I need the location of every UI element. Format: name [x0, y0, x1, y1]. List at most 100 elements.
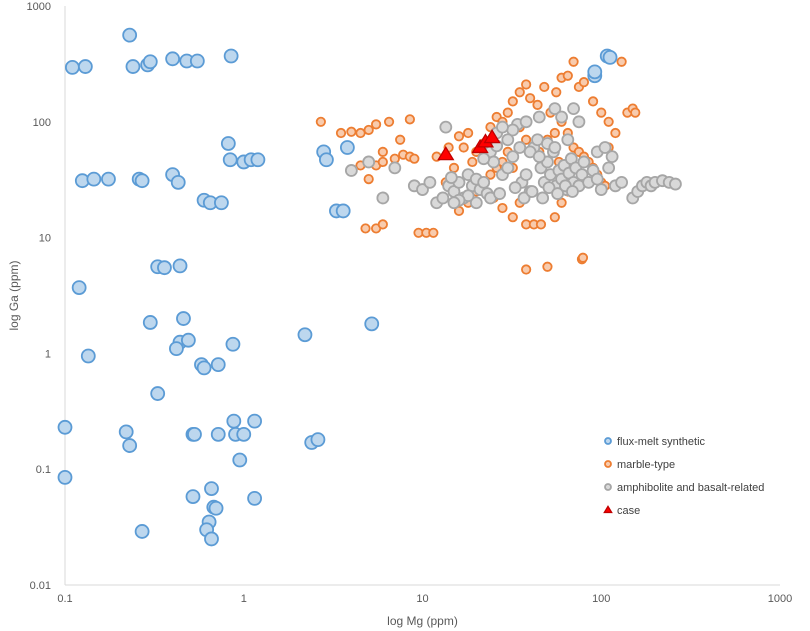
data-point: [630, 107, 641, 118]
data-point: [196, 360, 212, 376]
data-point: [225, 336, 241, 352]
x-tick-label: 1: [241, 593, 247, 605]
data-point: [458, 142, 469, 153]
data-point: [542, 261, 553, 272]
data-point: [383, 116, 395, 127]
series-0: [57, 27, 618, 547]
data-point: [363, 174, 374, 185]
data-point: [214, 195, 229, 211]
legend-label: amphibolite and basalt-related: [617, 482, 764, 494]
data-point: [150, 386, 166, 401]
data-point: [335, 127, 347, 139]
data-point: [603, 116, 614, 127]
data-point: [605, 150, 619, 164]
data-point: [551, 187, 565, 200]
data-point: [577, 155, 591, 169]
data-point: [555, 110, 568, 124]
data-point: [360, 223, 371, 234]
data-point: [439, 120, 453, 134]
data-point: [370, 119, 382, 130]
data-point: [536, 191, 550, 205]
x-tick-labels: 0.1 1 10 100 1000: [57, 593, 792, 605]
data-point: [250, 152, 266, 168]
data-point: [514, 87, 525, 98]
data-point: [377, 219, 388, 230]
data-point: [519, 168, 533, 181]
data-point: [578, 77, 590, 88]
data-point: [610, 127, 621, 139]
data-point: [587, 64, 603, 80]
data-point: [226, 413, 242, 429]
data-point: [513, 141, 527, 154]
data-point: [189, 53, 205, 69]
data-point: [157, 260, 172, 276]
data-point: [210, 357, 226, 373]
legend: flux-melt synthetic marble-type amphibolit…: [603, 436, 764, 517]
data-point: [86, 171, 102, 187]
data-point: [344, 164, 358, 177]
legend-label: flux-melt synthetic: [617, 436, 706, 448]
data-point: [376, 191, 390, 205]
y-tick-label: 10: [39, 233, 51, 245]
data-point: [315, 116, 326, 127]
data-point: [428, 227, 439, 238]
x-tick-label: 0.1: [57, 593, 72, 605]
legend-label: marble-type: [617, 459, 675, 471]
y-tick-labels: 0.01 0.1 1 10 100 1000: [27, 1, 51, 592]
data-point: [436, 191, 450, 205]
data-point: [551, 87, 562, 98]
data-point: [187, 426, 202, 442]
data-point: [125, 59, 141, 74]
data-point: [80, 348, 96, 364]
data-point: [437, 146, 455, 161]
data-point: [395, 134, 406, 145]
data-point: [220, 136, 236, 151]
data-point: [502, 107, 513, 118]
data-point: [535, 219, 547, 230]
data-point: [77, 59, 93, 74]
data-point: [339, 140, 355, 155]
data-point: [142, 54, 158, 70]
data-point: [477, 175, 491, 189]
data-point: [508, 181, 522, 195]
data-point: [180, 332, 196, 348]
data-point: [572, 115, 586, 129]
data-point: [355, 127, 366, 139]
legend-marker: [604, 437, 612, 445]
data-point: [496, 120, 509, 134]
data-point: [409, 153, 420, 164]
y-tick-label: 1: [45, 348, 51, 360]
data-point: [232, 452, 248, 468]
data-point: [532, 150, 546, 164]
data-point: [539, 81, 550, 93]
data-point: [519, 115, 533, 129]
data-point: [590, 172, 604, 186]
x-tick-label: 1000: [768, 593, 792, 605]
data-point: [483, 128, 501, 144]
data-point: [377, 146, 388, 157]
data-point: [377, 156, 388, 168]
data-point: [506, 150, 520, 164]
data-point: [134, 524, 150, 539]
data-point: [615, 175, 629, 189]
data-point: [485, 169, 496, 180]
data-point: [448, 162, 460, 173]
data-point: [297, 327, 313, 343]
data-point: [122, 438, 138, 453]
data-point: [493, 187, 507, 200]
data-point: [568, 56, 579, 67]
data-point: [247, 490, 262, 506]
data-point: [364, 316, 380, 332]
data-point: [236, 426, 252, 442]
data-point: [521, 134, 532, 145]
data-point: [319, 152, 334, 168]
y-tick-label: 0.1: [36, 464, 51, 476]
data-point: [222, 152, 238, 168]
data-point: [542, 181, 556, 195]
legend-label: case: [617, 505, 640, 517]
data-point: [532, 99, 543, 110]
data-point: [335, 203, 351, 219]
data-point: [142, 315, 158, 330]
x-tick-label: 100: [592, 593, 610, 605]
